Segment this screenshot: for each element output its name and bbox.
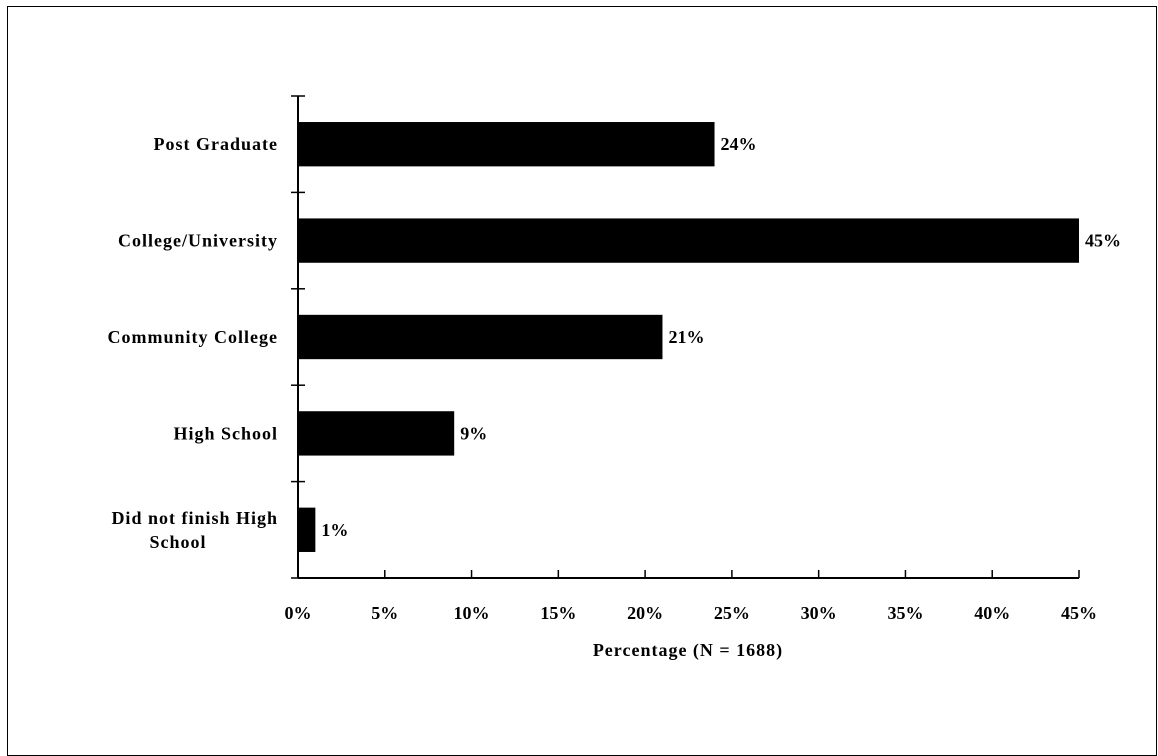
- x-tick-label: 10%: [454, 603, 490, 623]
- x-axis-title: Percentage (N = 1688): [593, 640, 783, 661]
- category-label: College/University: [118, 231, 278, 251]
- x-tick-label: 20%: [627, 603, 663, 623]
- bar: [298, 218, 1079, 263]
- category-label: Community College: [108, 327, 278, 347]
- x-tick-label: 45%: [1061, 603, 1097, 623]
- category-label-line: College/University: [118, 231, 278, 251]
- data-label: 21%: [668, 327, 704, 347]
- category-label-line: Post Graduate: [154, 134, 279, 154]
- data-label: 24%: [721, 134, 757, 154]
- x-tick-labels: 0% 5% 10% 15% 20% 25% 30% 35% 40% 45%: [285, 603, 1098, 623]
- category-labels: Post Graduate College/University Community…: [108, 134, 279, 552]
- category-label-line: High School: [173, 423, 278, 443]
- category-label: High School: [173, 423, 278, 443]
- data-label: 1%: [321, 520, 348, 540]
- bar: [298, 122, 715, 167]
- category-label: Post Graduate: [154, 134, 279, 154]
- x-tick-label: 30%: [801, 603, 837, 623]
- x-tick-label: 15%: [540, 603, 576, 623]
- bar: [298, 507, 316, 552]
- data-label: 45%: [1085, 231, 1121, 251]
- bar: [298, 411, 455, 456]
- x-tick-label: 5%: [371, 603, 398, 623]
- category-label-line: Did not finish High: [111, 508, 278, 528]
- bar: [298, 314, 663, 360]
- x-tick-label: 40%: [974, 603, 1010, 623]
- x-tick-label: 35%: [887, 603, 923, 623]
- x-tick-label: 0%: [285, 603, 312, 623]
- x-tick-label: 25%: [714, 603, 750, 623]
- value-labels: 24% 45% 21% 9% 1%: [321, 134, 1121, 540]
- category-label-line: School: [149, 532, 206, 552]
- chart-bars: [298, 122, 1079, 552]
- data-label: 9%: [460, 423, 487, 443]
- category-label-line: Community College: [108, 327, 278, 347]
- category-label: Did not finish High School: [111, 508, 278, 552]
